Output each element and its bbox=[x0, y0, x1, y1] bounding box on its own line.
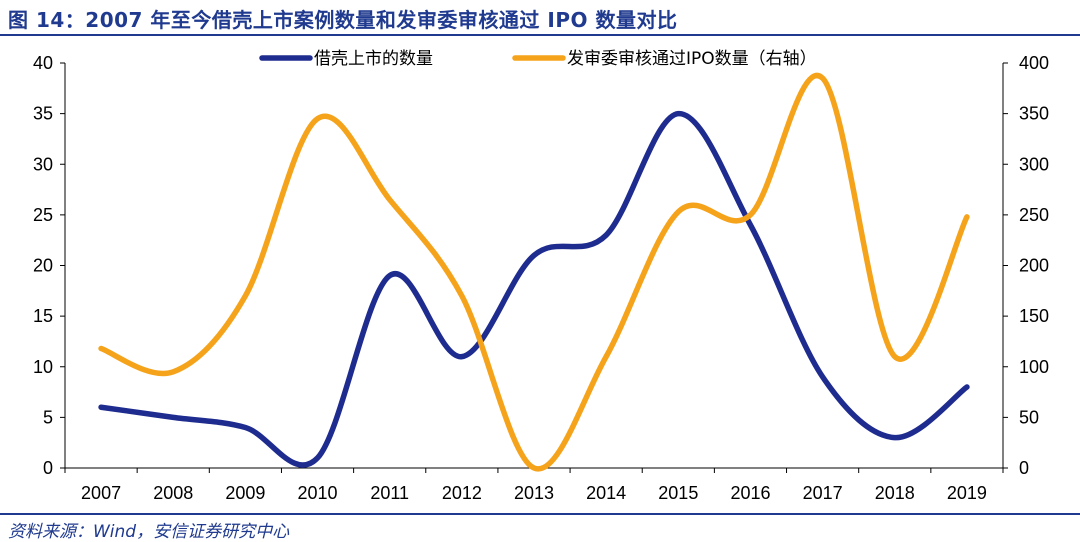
left-tick-label: 30 bbox=[33, 154, 53, 174]
chart-lines bbox=[98, 72, 970, 472]
x-tick-label: 2008 bbox=[153, 483, 193, 503]
left-tick-label: 20 bbox=[33, 256, 53, 276]
left-tick-label: 10 bbox=[33, 357, 53, 377]
left-tick-label: 35 bbox=[33, 104, 53, 124]
title-divider bbox=[0, 34, 1080, 36]
left-tick-label: 25 bbox=[33, 205, 53, 225]
legend-label: 发审委审核通过IPO数量（右轴） bbox=[567, 49, 817, 69]
figure-title: 图 14：2007 年至今借壳上市案例数量和发审委审核通过 IPO 数量对比 bbox=[8, 8, 678, 32]
x-tick-label: 2018 bbox=[875, 483, 915, 503]
right-tick-label: 150 bbox=[1019, 306, 1049, 326]
x-tick-label: 2011 bbox=[370, 483, 409, 503]
x-tick-label: 2015 bbox=[658, 483, 698, 503]
right-tick-label: 100 bbox=[1019, 357, 1049, 377]
right-tick-label: 350 bbox=[1019, 104, 1049, 124]
x-tick-label: 2017 bbox=[803, 483, 843, 503]
left-tick-label: 0 bbox=[43, 458, 53, 478]
series-line-2 bbox=[98, 72, 970, 472]
right-tick-label: 0 bbox=[1019, 458, 1029, 478]
x-tick-label: 2013 bbox=[514, 483, 554, 503]
legend-label: 借壳上市的数量 bbox=[314, 49, 433, 69]
left-tick-label: 40 bbox=[33, 53, 53, 73]
x-tick-label: 2019 bbox=[947, 483, 987, 503]
right-tick-label: 300 bbox=[1019, 154, 1049, 174]
right-tick-label: 400 bbox=[1019, 53, 1049, 73]
x-tick-label: 2012 bbox=[442, 483, 482, 503]
left-tick-label: 5 bbox=[43, 407, 53, 427]
left-tick-label: 15 bbox=[33, 306, 53, 326]
x-tick-label: 2009 bbox=[225, 483, 265, 503]
right-tick-label: 50 bbox=[1019, 407, 1039, 427]
series-line-1 bbox=[98, 110, 970, 468]
x-tick-label: 2007 bbox=[81, 483, 121, 503]
x-tick-label: 2014 bbox=[586, 483, 626, 503]
x-tick-label: 2010 bbox=[298, 483, 338, 503]
chart-legend: 借壳上市的数量 发审委审核通过IPO数量（右轴） bbox=[259, 49, 817, 69]
chart-axes: 0510152025303540050100150200250300350400… bbox=[33, 53, 1049, 503]
source-divider bbox=[0, 513, 1080, 515]
line-chart: 0510152025303540050100150200250300350400… bbox=[33, 49, 1049, 503]
x-tick-label: 2016 bbox=[730, 483, 770, 503]
source-note: 资料来源：Wind，安信证券研究中心 bbox=[8, 522, 290, 542]
right-tick-label: 200 bbox=[1019, 256, 1049, 276]
right-tick-label: 250 bbox=[1019, 205, 1049, 225]
